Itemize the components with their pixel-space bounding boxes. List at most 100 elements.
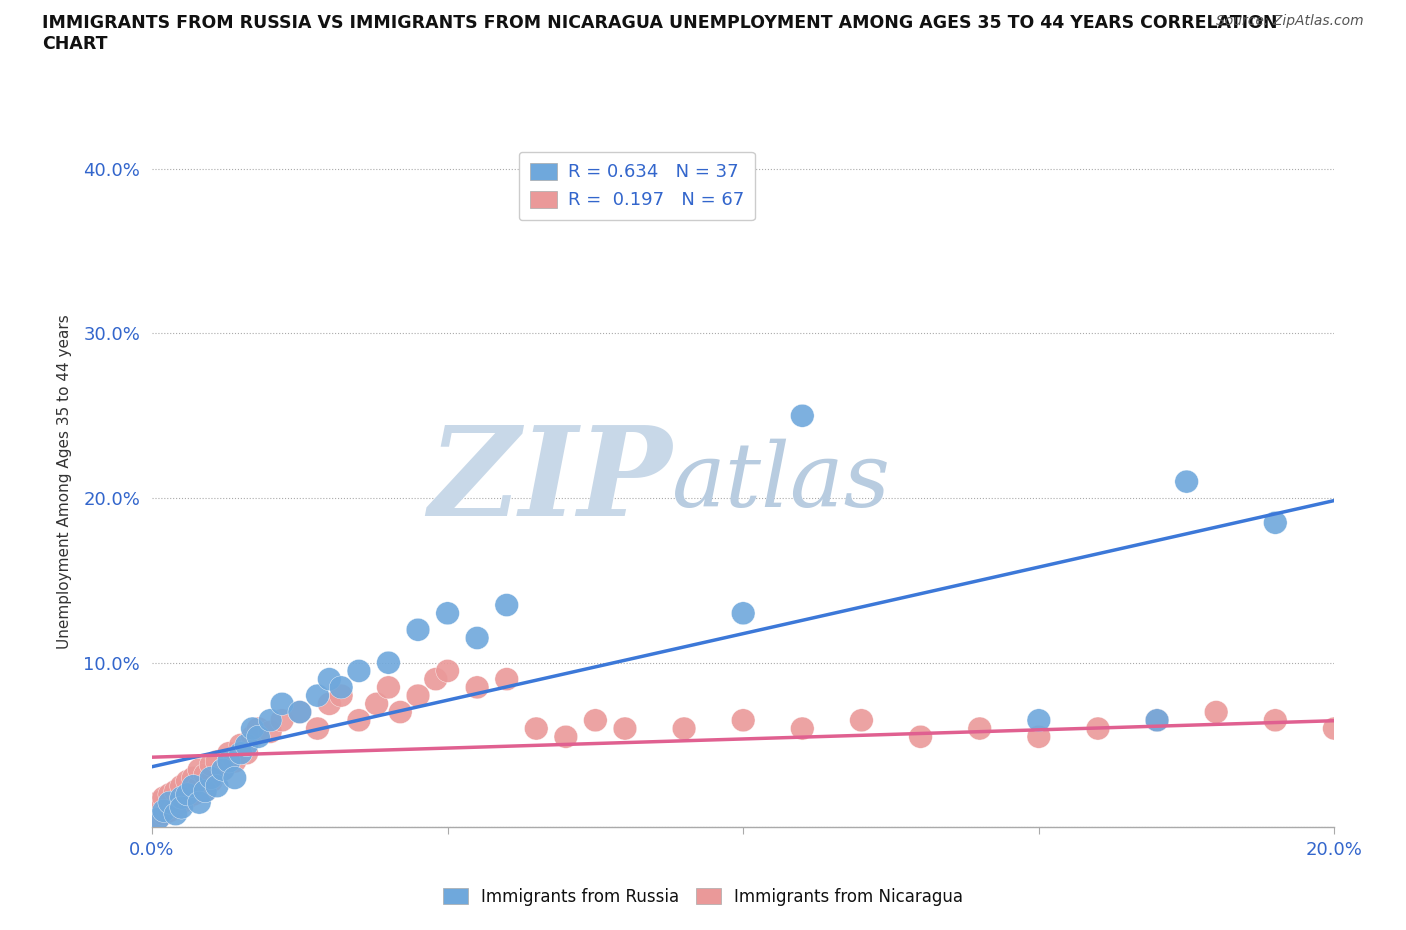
- Ellipse shape: [246, 717, 270, 740]
- Ellipse shape: [163, 796, 187, 819]
- Ellipse shape: [406, 684, 430, 707]
- Legend: R = 0.634   N = 37, R =  0.197   N = 67: R = 0.634 N = 37, R = 0.197 N = 67: [519, 152, 755, 220]
- Ellipse shape: [436, 602, 460, 625]
- Ellipse shape: [305, 684, 329, 707]
- Ellipse shape: [205, 750, 229, 773]
- Ellipse shape: [288, 700, 312, 724]
- Ellipse shape: [1175, 470, 1198, 493]
- Ellipse shape: [152, 786, 176, 809]
- Ellipse shape: [377, 676, 401, 699]
- Legend: Immigrants from Russia, Immigrants from Nicaragua: Immigrants from Russia, Immigrants from …: [436, 881, 970, 912]
- Ellipse shape: [1146, 709, 1168, 732]
- Ellipse shape: [465, 676, 489, 699]
- Ellipse shape: [672, 717, 696, 740]
- Text: IMMIGRANTS FROM RUSSIA VS IMMIGRANTS FROM NICARAGUA UNEMPLOYMENT AMONG AGES 35 T: IMMIGRANTS FROM RUSSIA VS IMMIGRANTS FRO…: [42, 14, 1278, 53]
- Ellipse shape: [1264, 512, 1286, 534]
- Ellipse shape: [967, 717, 991, 740]
- Ellipse shape: [157, 791, 181, 814]
- Ellipse shape: [259, 721, 283, 743]
- Ellipse shape: [170, 796, 194, 819]
- Ellipse shape: [364, 692, 388, 715]
- Ellipse shape: [524, 717, 548, 740]
- Ellipse shape: [146, 807, 170, 830]
- Ellipse shape: [240, 717, 264, 740]
- Ellipse shape: [1026, 709, 1050, 732]
- Ellipse shape: [211, 758, 235, 781]
- Ellipse shape: [388, 700, 412, 724]
- Ellipse shape: [318, 668, 342, 691]
- Ellipse shape: [1323, 717, 1347, 740]
- Ellipse shape: [731, 602, 755, 625]
- Ellipse shape: [146, 807, 170, 830]
- Ellipse shape: [240, 725, 264, 749]
- Ellipse shape: [217, 750, 240, 773]
- Ellipse shape: [270, 692, 294, 715]
- Ellipse shape: [288, 700, 312, 724]
- Ellipse shape: [613, 717, 637, 740]
- Ellipse shape: [176, 786, 200, 809]
- Ellipse shape: [187, 775, 211, 798]
- Ellipse shape: [731, 709, 755, 732]
- Ellipse shape: [224, 750, 246, 773]
- Ellipse shape: [246, 725, 270, 749]
- Ellipse shape: [495, 668, 519, 691]
- Ellipse shape: [194, 779, 217, 803]
- Ellipse shape: [495, 593, 519, 617]
- Ellipse shape: [163, 779, 187, 803]
- Ellipse shape: [347, 659, 371, 683]
- Ellipse shape: [406, 618, 430, 642]
- Ellipse shape: [200, 766, 224, 790]
- Ellipse shape: [176, 770, 200, 792]
- Ellipse shape: [211, 758, 235, 781]
- Ellipse shape: [908, 725, 932, 749]
- Ellipse shape: [1085, 717, 1109, 740]
- Ellipse shape: [465, 627, 489, 649]
- Text: Source: ZipAtlas.com: Source: ZipAtlas.com: [1216, 14, 1364, 28]
- Ellipse shape: [200, 753, 224, 777]
- Ellipse shape: [170, 786, 194, 809]
- Ellipse shape: [1205, 700, 1227, 724]
- Ellipse shape: [181, 775, 205, 798]
- Text: atlas: atlas: [672, 438, 891, 525]
- Y-axis label: Unemployment Among Ages 35 to 44 years: Unemployment Among Ages 35 to 44 years: [58, 314, 72, 649]
- Ellipse shape: [157, 783, 181, 806]
- Ellipse shape: [181, 783, 205, 806]
- Ellipse shape: [170, 775, 194, 798]
- Ellipse shape: [229, 742, 253, 764]
- Ellipse shape: [157, 799, 181, 822]
- Ellipse shape: [152, 803, 176, 826]
- Ellipse shape: [194, 779, 217, 803]
- Ellipse shape: [146, 791, 170, 814]
- Ellipse shape: [554, 725, 578, 749]
- Ellipse shape: [1264, 709, 1286, 732]
- Ellipse shape: [305, 717, 329, 740]
- Ellipse shape: [235, 734, 259, 756]
- Ellipse shape: [235, 742, 259, 764]
- Ellipse shape: [200, 770, 224, 792]
- Ellipse shape: [187, 791, 211, 814]
- Ellipse shape: [436, 659, 460, 683]
- Ellipse shape: [270, 709, 294, 732]
- Ellipse shape: [152, 799, 176, 822]
- Ellipse shape: [224, 766, 246, 790]
- Ellipse shape: [217, 742, 240, 764]
- Ellipse shape: [194, 764, 217, 786]
- Ellipse shape: [790, 717, 814, 740]
- Ellipse shape: [329, 676, 353, 699]
- Ellipse shape: [1146, 709, 1168, 732]
- Ellipse shape: [176, 783, 200, 806]
- Ellipse shape: [347, 709, 371, 732]
- Ellipse shape: [318, 692, 342, 715]
- Ellipse shape: [583, 709, 607, 732]
- Text: ZIP: ZIP: [429, 421, 672, 542]
- Ellipse shape: [229, 734, 253, 756]
- Ellipse shape: [849, 709, 873, 732]
- Ellipse shape: [259, 709, 283, 732]
- Ellipse shape: [187, 758, 211, 781]
- Ellipse shape: [1026, 725, 1050, 749]
- Ellipse shape: [425, 668, 447, 691]
- Ellipse shape: [377, 651, 401, 674]
- Ellipse shape: [163, 803, 187, 826]
- Ellipse shape: [329, 684, 353, 707]
- Ellipse shape: [790, 405, 814, 427]
